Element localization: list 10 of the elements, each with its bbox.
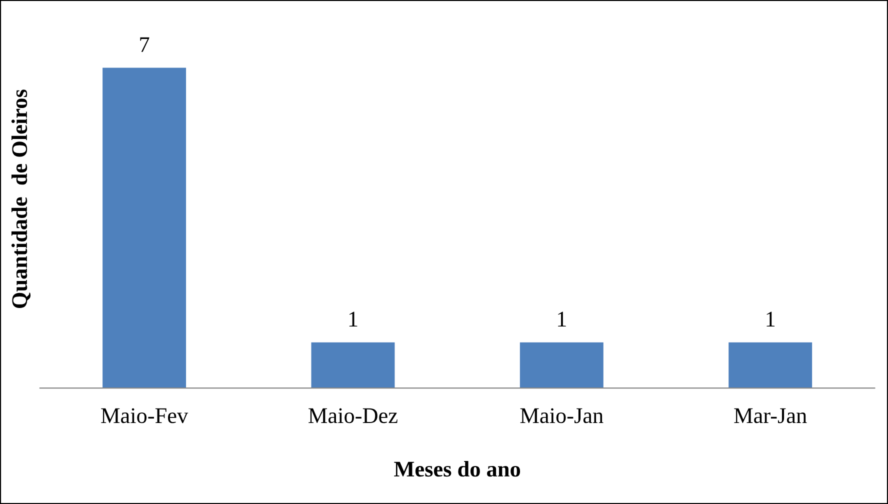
x-tick-label: Maio-Fev	[101, 408, 188, 424]
x-axis-title: Meses do ano	[394, 461, 520, 477]
data-label: 1	[558, 312, 566, 326]
data-label: 7	[140, 37, 150, 52]
data-label: 1	[349, 312, 358, 326]
y-axis-title: Quantidade de Oleiros	[11, 90, 30, 308]
x-tick-label: Mar-Jan	[734, 408, 807, 424]
x-tick-label: Maio-Jan	[520, 408, 604, 424]
data-label: 1	[766, 312, 775, 326]
x-tick-label: Maio-Dez	[308, 408, 398, 424]
